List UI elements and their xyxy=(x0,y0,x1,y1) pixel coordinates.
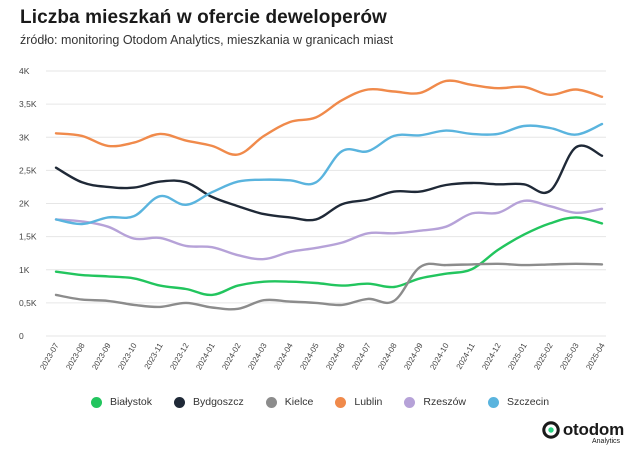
legend-dot xyxy=(265,396,277,408)
y-tick-label: 2,5K xyxy=(19,165,37,175)
otodom-logo-icon xyxy=(542,421,560,439)
legend-item-lublin: Lublin xyxy=(335,396,382,408)
y-tick-label: 1K xyxy=(19,265,30,275)
x-tick-label: 2025-03 xyxy=(558,341,581,371)
y-tick-label: 3K xyxy=(19,132,30,142)
x-tick-label: 2025-04 xyxy=(584,341,607,371)
legend-label: Rzeszów xyxy=(423,396,467,408)
grid xyxy=(46,70,606,337)
x-tick-label: 2025-02 xyxy=(532,341,555,371)
legend-dot xyxy=(404,396,416,408)
legend-item-bydgoszcz: Bydgoszcz xyxy=(173,396,244,408)
legend-item-szczecin: Szczecin xyxy=(488,396,549,408)
series-lines xyxy=(54,79,604,311)
y-axis-ticks: 0 0,5K 1K 1,5K 2K 2,5K 3K 3,5K 4K xyxy=(19,66,37,341)
chart-subtitle: źródło: monitoring Otodom Analytics, mie… xyxy=(20,33,394,47)
x-tick-label: 2024-07 xyxy=(350,341,373,371)
legend-dot xyxy=(90,396,102,408)
chart-title: Liczba mieszkań w ofercie deweloperów xyxy=(20,7,387,28)
y-tick-label: 2K xyxy=(19,199,30,209)
x-tick-label: 2023-09 xyxy=(90,341,113,371)
x-tick-label: 2024-02 xyxy=(220,341,243,371)
legend-item-rzeszow: Rzeszów xyxy=(404,396,466,408)
x-tick-label: 2024-10 xyxy=(428,341,451,371)
series-line-bia-ystok xyxy=(54,216,604,297)
legend-label: Bydgoszcz xyxy=(192,396,244,408)
legend-label: Szczecin xyxy=(507,396,550,408)
legend-item-bia-ystok: Białystok xyxy=(90,396,152,408)
legend-label: Białystok xyxy=(109,396,152,408)
x-tick-label: 2024-01 xyxy=(194,341,217,371)
x-tick-label: 2024-11 xyxy=(455,341,477,371)
x-tick-label: 2023-12 xyxy=(168,341,191,371)
legend: Białystok Bydgoszcz Kielce Lublin Rzeszów Szc… xyxy=(0,396,640,408)
y-tick-label: 4K xyxy=(19,66,30,76)
y-tick-label: 0 xyxy=(19,331,24,341)
x-tick-label: 2024-04 xyxy=(272,341,295,371)
y-tick-label: 3,5K xyxy=(19,99,37,109)
x-tick-label: 2025-01 xyxy=(506,341,529,371)
x-tick-label: 2024-05 xyxy=(298,341,321,371)
x-tick-label: 2023-10 xyxy=(116,341,139,371)
legend-label: Kielce xyxy=(284,396,314,408)
legend-dot xyxy=(488,396,500,408)
legend-dot xyxy=(335,396,347,408)
brand-name: otodom xyxy=(562,420,624,439)
y-tick-label: 1,5K xyxy=(19,232,37,242)
series-line-bydgoszcz xyxy=(54,144,604,222)
legend-item-kielce: Kielce xyxy=(265,396,314,408)
brand-logo: otodom Analytics xyxy=(542,420,624,445)
x-tick-label: 2023-11 xyxy=(143,341,165,371)
x-tick-label: 2024-08 xyxy=(376,341,399,371)
x-axis-ticks: 2023-07 2023-08 2023-09 2023-10 2023-11 2023-… xyxy=(38,341,607,371)
x-tick-label: 2023-08 xyxy=(64,341,87,371)
series-line-rzeszow xyxy=(54,199,604,261)
x-tick-label: 2024-06 xyxy=(324,341,347,371)
series-line-kielce xyxy=(54,262,604,311)
x-tick-label: 2024-03 xyxy=(246,341,269,371)
brand-sub: Analytics xyxy=(591,438,620,445)
x-tick-label: 2024-12 xyxy=(480,341,503,371)
legend-dot xyxy=(173,396,185,408)
series-line-szczecin xyxy=(54,122,604,226)
legend-label: Lublin xyxy=(354,396,383,408)
x-tick-label: 2023-07 xyxy=(38,341,61,371)
x-tick-label: 2024-09 xyxy=(402,341,425,371)
y-tick-label: 0,5K xyxy=(19,298,37,308)
line-chart: 0 0,5K 1K 1,5K 2K 2,5K 3K 3,5K 4K 2023-07 2023-08… xyxy=(19,66,607,371)
series-line-lublin xyxy=(54,79,604,156)
